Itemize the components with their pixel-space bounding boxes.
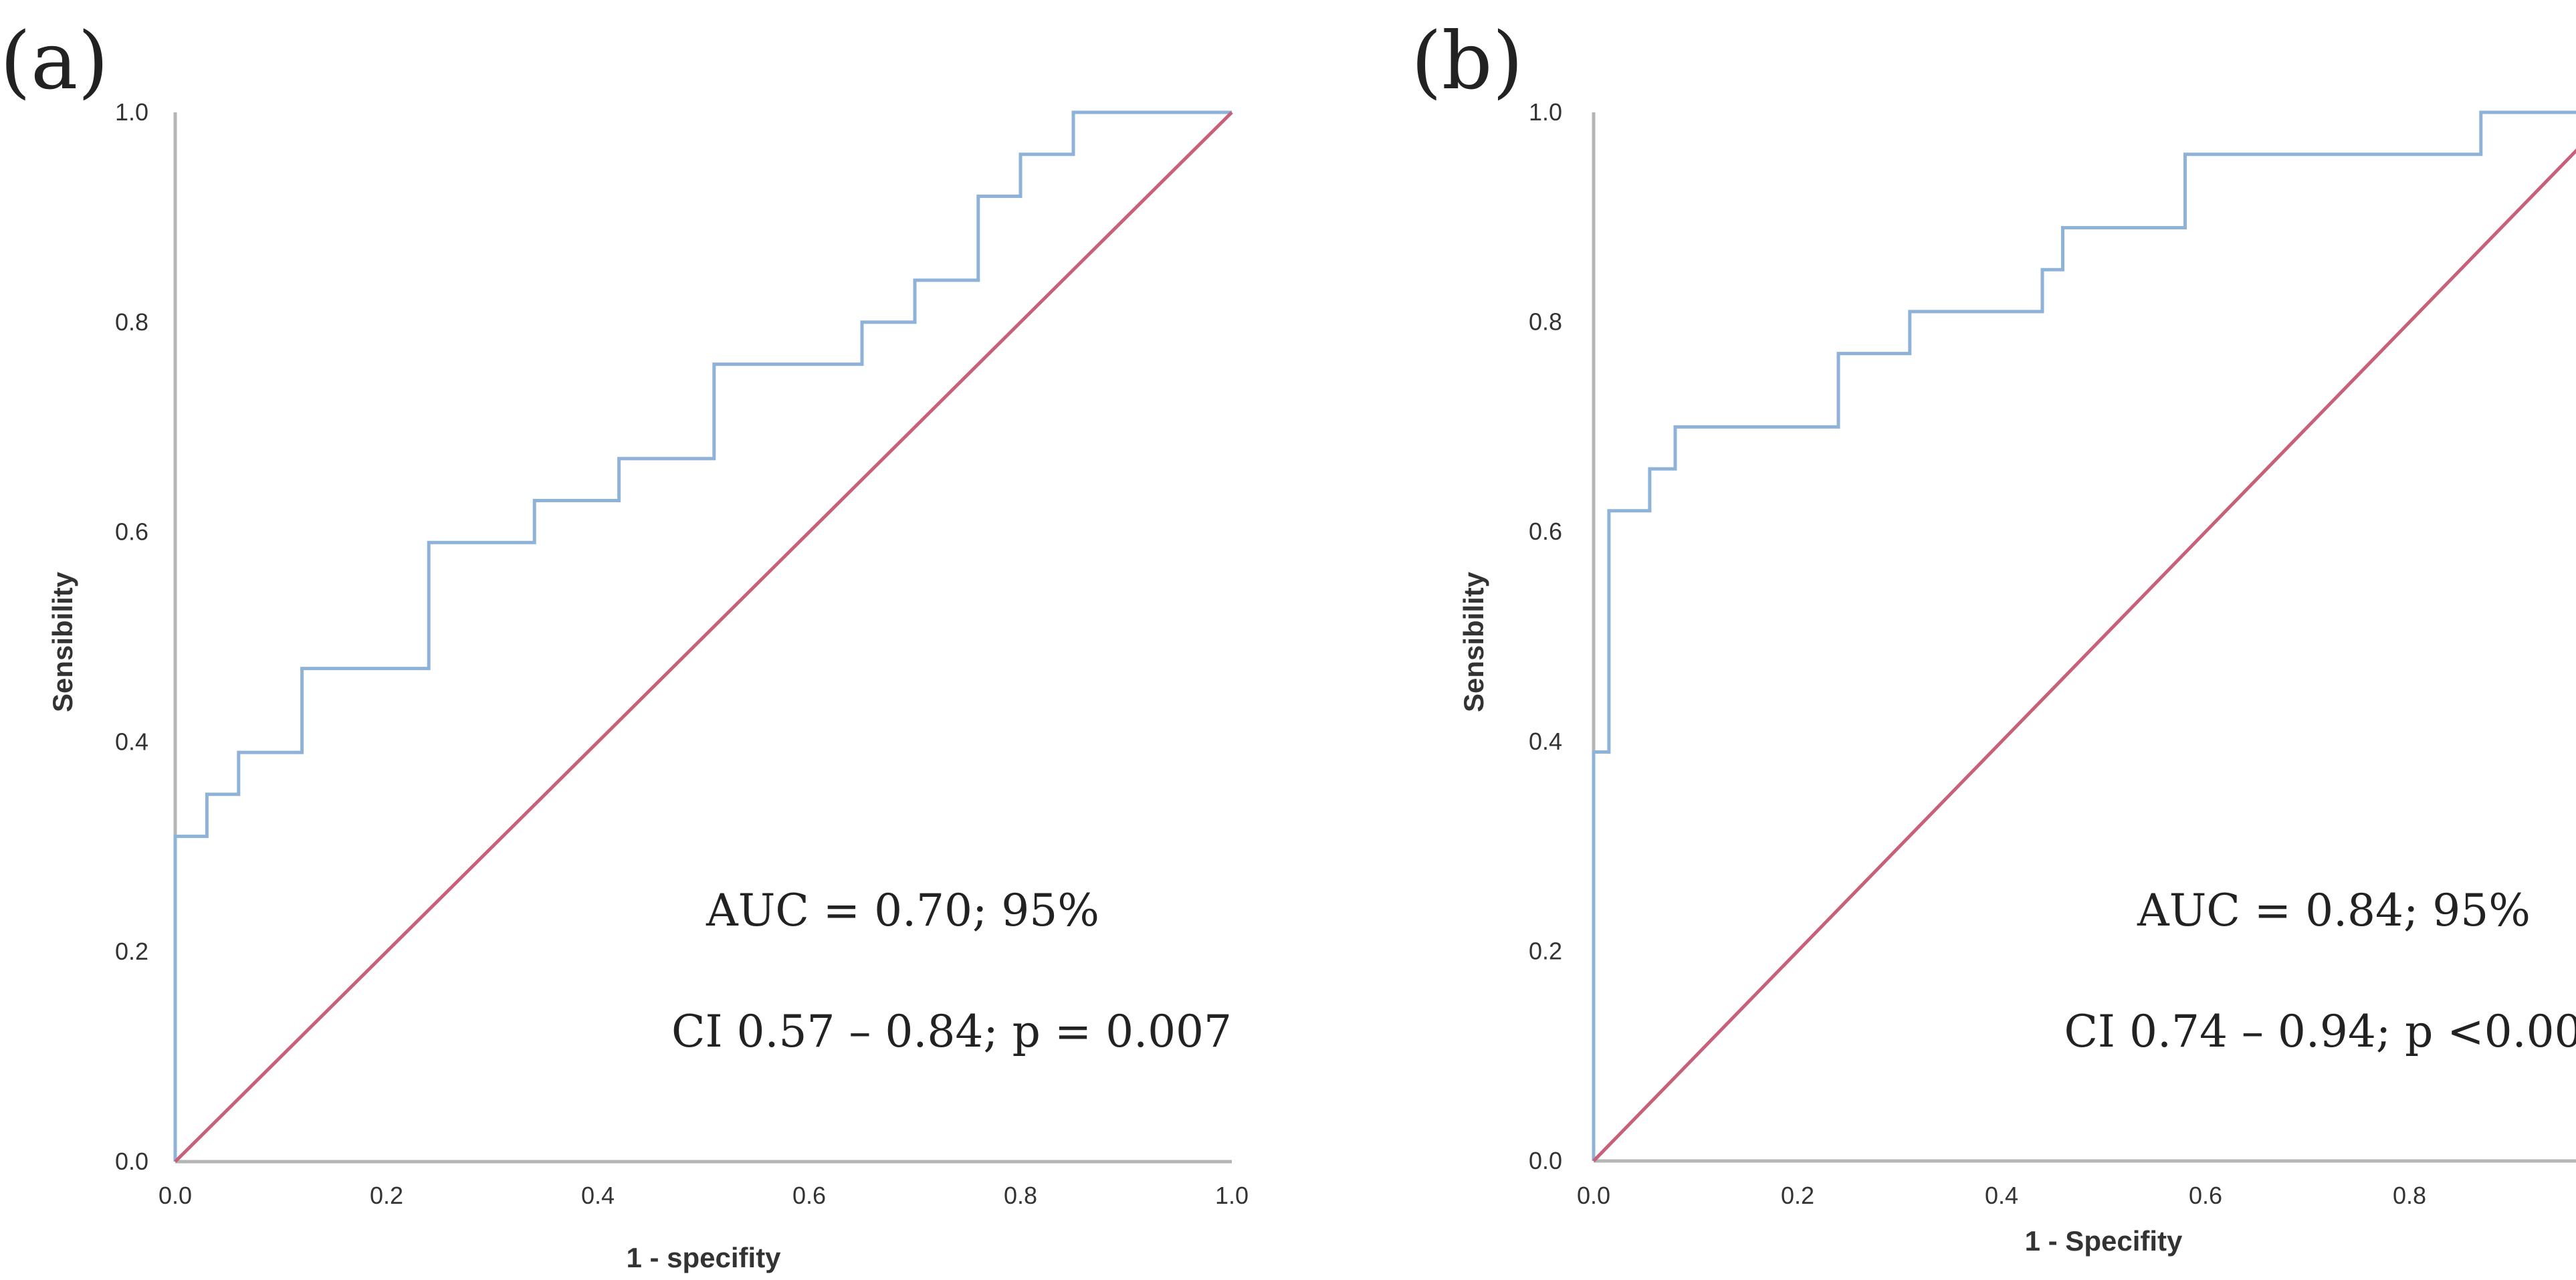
x-tick-label: 1.0 [1215,1182,1249,1209]
roc-curve-line [173,110,1232,1162]
auc-annotation: AUC = 0.84; 95% [2137,885,2531,936]
y-tick-label: 0.8 [115,308,148,336]
y-tick-label: 0.8 [1529,308,1562,336]
auc-annotation: AUC = 0.70; 95% [706,885,1099,936]
reference-diagonal-line [174,111,1233,1163]
panel-label: (b) [1411,15,1523,107]
y-tick-label: 0.0 [1529,1147,1562,1174]
y-tick-label: 0.6 [115,518,148,546]
y-tick-label: 1.0 [1529,98,1562,126]
x-tick-label: 0.6 [792,1182,826,1209]
ci-annotation: CI 0.74 – 0.94; p <0.001 [2064,1006,2576,1057]
x-axis-title: 1 - specifity [626,1242,781,1273]
y-tick-label: 0.6 [1529,518,1562,545]
x-tick-label: 0.0 [158,1182,192,1209]
x-tick-label: 0.8 [2393,1182,2426,1209]
y-axis-title: Sensibility [47,571,78,712]
panel-label: (a) [0,15,108,107]
x-tick-label: 0.2 [370,1182,403,1209]
y-tick-label: 1.0 [115,98,148,126]
x-tick-label: 0.4 [581,1182,615,1209]
x-tick-label: 0.0 [1577,1182,1610,1209]
x-tick-label: 0.4 [1985,1182,2018,1209]
y-axis-title: Sensibility [1458,571,1489,712]
y-tick-label: 0.2 [115,938,148,965]
ci-annotation: CI 0.57 – 0.84; p = 0.007 [671,1006,1232,1057]
y-tick-label: 0.4 [115,728,148,755]
roc-panel-b: (b)0.00.20.40.60.81.00.00.20.40.60.81.01… [1411,15,2576,1257]
y-tick-label: 0.0 [115,1148,148,1175]
y-tick-label: 0.2 [1529,937,1562,964]
x-axis-title: 1 - Specifity [2025,1225,2183,1257]
x-tick-label: 0.8 [1004,1182,1037,1209]
y-tick-label: 0.4 [1529,728,1562,755]
x-tick-label: 0.6 [2189,1182,2222,1209]
roc-panel-a: (a) 0.0 0.2 0.4 0.6 0.8 1.0 0.0 0.2 0.4 0.6 0.8 1.0 1… [0,15,1249,1273]
roc-curve-line [1592,110,2576,1161]
reference-diagonal-line [1592,148,2576,1162]
x-tick-label: 0.2 [1781,1182,1814,1209]
